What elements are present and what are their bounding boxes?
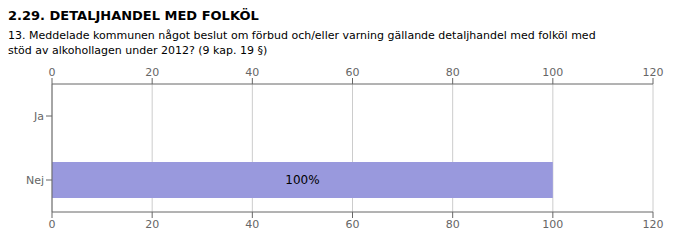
svg-text:20: 20 [145,218,159,231]
svg-text:40: 40 [245,218,259,231]
svg-text:20: 20 [145,66,159,79]
svg-text:100: 100 [542,66,563,79]
svg-text:120: 120 [643,218,664,231]
svg-text:60: 60 [346,66,360,79]
svg-text:100%: 100% [285,173,319,187]
svg-text:0: 0 [49,218,56,231]
svg-text:0: 0 [49,66,56,79]
html-text:2.29. DETALJHANDEL MED FOLKÖL: 2.29. DETALJHANDEL MED FOLKÖL [8,8,259,23]
svg-text:80: 80 [446,66,460,79]
svg-text:120: 120 [643,66,664,79]
svg-text:60: 60 [346,218,360,231]
html-text:13. Meddelade kommunen något b: 13. Meddelade kommunen något beslut om f… [8,29,596,57]
svg-text:Ja: Ja [33,110,44,123]
svg-text:100: 100 [542,218,563,231]
svg-text:80: 80 [446,218,460,231]
svg-text:40: 40 [245,66,259,79]
svg-text:Nej: Nej [26,174,44,187]
